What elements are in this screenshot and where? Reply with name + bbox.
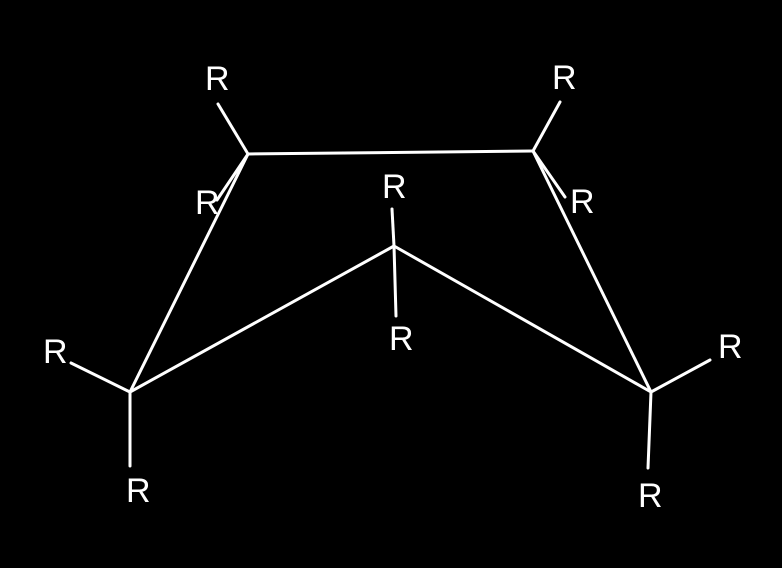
r-bottom-left-down: R — [126, 472, 151, 510]
r-bottom-left-out-bond — [71, 363, 130, 392]
molecule-diagram: R R R R R R R R R R — [0, 0, 782, 568]
r-top-right-down: R — [570, 183, 595, 221]
bond-top_left-bottom_left — [130, 154, 248, 392]
r-bottom-left-out: R — [43, 333, 68, 371]
bond-top_left-top_right — [248, 151, 533, 154]
r-center-up-bond — [392, 209, 394, 246]
bond-center-bottom_right — [394, 246, 651, 392]
r-top-left-down: R — [195, 184, 220, 222]
r-top-left-up: R — [205, 60, 230, 98]
r-center-down-bond — [394, 246, 396, 316]
bond-center-bottom_left — [130, 246, 394, 392]
r-top-left-up-bond — [218, 104, 248, 154]
r-center-down: R — [389, 320, 414, 358]
r-top-right-down-bond — [533, 151, 565, 197]
r-bottom-right-down-bond — [648, 392, 651, 468]
r-bottom-right-down: R — [638, 477, 663, 515]
r-top-right-up: R — [552, 59, 577, 97]
r-bottom-right-out-bond — [651, 360, 710, 392]
r-bottom-right-out: R — [718, 328, 743, 366]
r-top-right-up-bond — [533, 102, 560, 151]
r-top-left-down-bond — [217, 154, 248, 200]
r-center-up: R — [382, 168, 407, 206]
